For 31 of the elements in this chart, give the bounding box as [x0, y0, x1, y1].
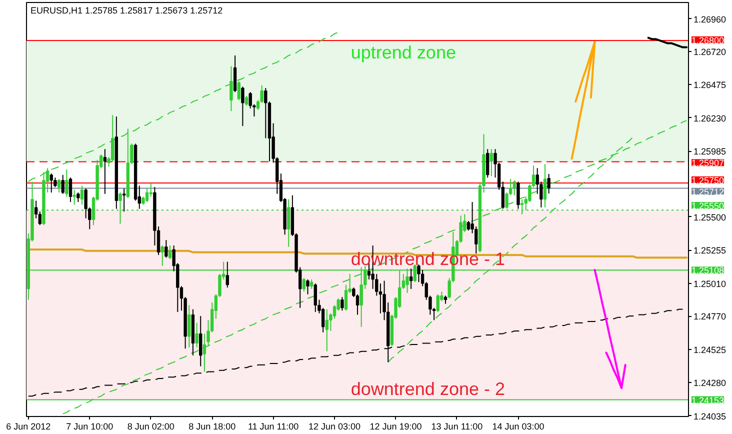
- x-tick-label: 6 Jun 2012: [6, 422, 51, 432]
- band-label: downtrend zone - 2: [350, 378, 505, 399]
- x-tick-label: 12 Jun 03:00: [308, 422, 361, 432]
- x-tick-label: 12 Jun 19:00: [370, 422, 422, 432]
- x-tick-label: 8 Jun 18:00: [188, 422, 236, 432]
- ref-line-label: 1.25907: [692, 158, 724, 168]
- ref-line-label: 1.25108: [692, 266, 724, 276]
- ref-line-label: 1.26800: [692, 35, 724, 46]
- ref-line-label: 1.25550: [692, 200, 724, 211]
- y-tick-label: 1.24525: [694, 344, 726, 355]
- y-tick-label: 1.26720: [694, 46, 726, 57]
- y-tick-label: 1.25500: [694, 212, 726, 222]
- y-tick-label: 1.24035: [694, 411, 726, 422]
- x-tick-label: 13 Jun 11:00: [431, 422, 483, 432]
- y-tick-label: 1.25985: [694, 146, 726, 157]
- y-tick-label: 1.24770: [694, 312, 726, 322]
- ref-line-label: 1.25750: [692, 175, 724, 186]
- chart-title: EURUSD,H1 1.25785 1.25817 1.25673 1.25712: [30, 6, 223, 16]
- y-tick-label: 1.26475: [694, 80, 726, 90]
- x-tick-label: 7 Jun 10:00: [66, 422, 114, 432]
- y-tick-label: 1.26960: [694, 14, 726, 24]
- x-tick-label: 11 Jun 11:00: [248, 422, 299, 432]
- band-label: uptrend zone: [350, 42, 456, 63]
- ref-line-label: 1.25712: [692, 186, 724, 197]
- y-tick-label: 1.25255: [694, 246, 726, 256]
- x-tick-label: 14 Jun 03:00: [492, 422, 544, 432]
- y-tick-label: 1.25010: [694, 278, 726, 289]
- ref-line-label: 1.24153: [692, 395, 724, 406]
- y-tick-label: 1.26230: [694, 113, 726, 124]
- y-tick-label: 1.24280: [694, 378, 726, 388]
- x-tick-label: 8 Jun 02:00: [127, 422, 174, 432]
